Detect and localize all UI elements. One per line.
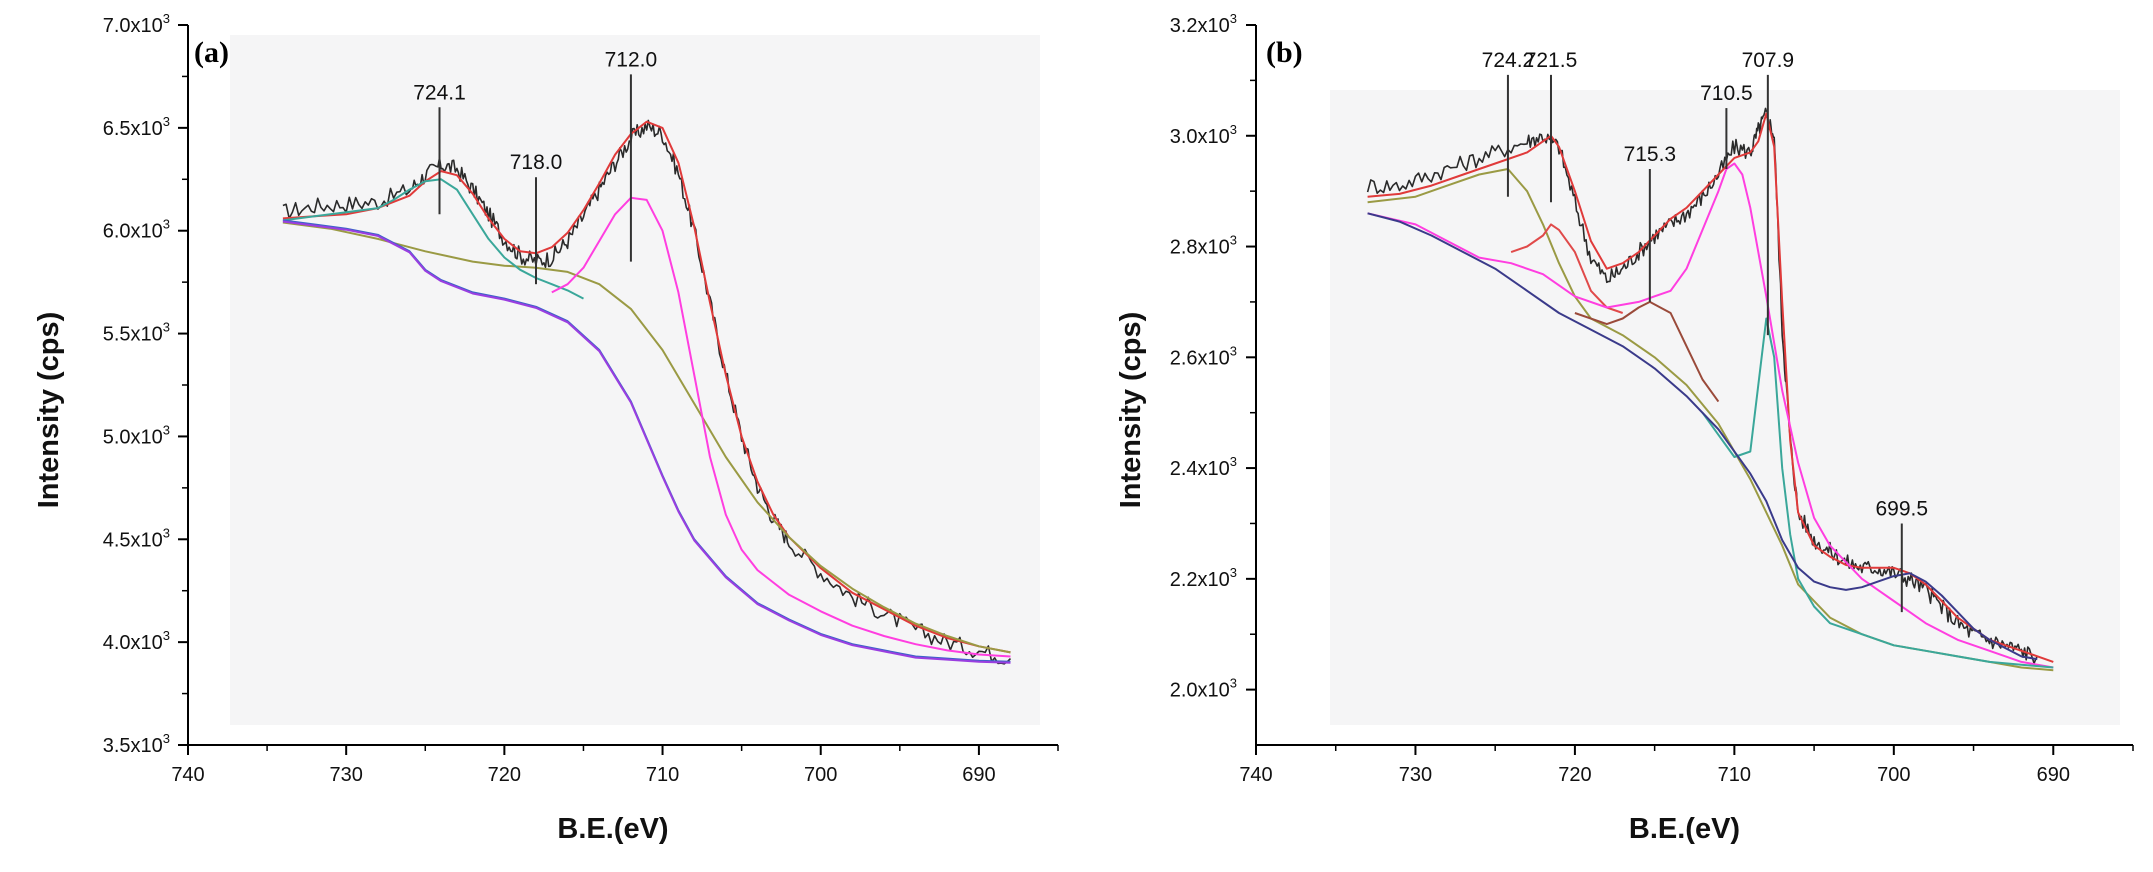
x-tick-label: 720 xyxy=(1558,764,1591,786)
y-tick-label: 4.0x103 xyxy=(103,628,170,654)
x-tick-label: 740 xyxy=(171,764,204,786)
x-tick-label: 720 xyxy=(488,764,521,786)
x-tick-label: 700 xyxy=(1877,764,1910,786)
y-tick-label: 5.5x103 xyxy=(103,320,170,346)
panel-label: (b) xyxy=(1266,36,1303,69)
y-tick-label: 5.0x103 xyxy=(103,422,170,448)
x-tick-label: 700 xyxy=(804,764,837,786)
x-tick-label: 740 xyxy=(1239,764,1272,786)
y-tick-label: 3.5x103 xyxy=(103,731,170,757)
peak-label: 718.0 xyxy=(510,151,563,174)
fit-component-line xyxy=(282,120,1011,654)
peak-label: 724.1 xyxy=(413,81,466,104)
chart-panel-1: 740 730 720 710 700 690 2.0x103 2.2x103 2.4x103 2… xyxy=(1115,11,2134,845)
peak-label: 699.5 xyxy=(1876,497,1929,520)
plot-background xyxy=(1330,90,2120,725)
x-tick-label: 710 xyxy=(646,764,679,786)
y-tick-label: 7.0x103 xyxy=(103,11,170,37)
raw-data-line xyxy=(282,119,1012,665)
y-tick-label: 2.4x103 xyxy=(1170,454,1237,480)
peak-label: 712.0 xyxy=(605,48,658,71)
fit-component-line xyxy=(1367,162,2054,669)
y-tick-label: 3.2x103 xyxy=(1170,11,1237,37)
fit-component-line xyxy=(551,196,1011,658)
peak-label: 715.3 xyxy=(1624,143,1677,166)
y-axis-title: Intensity (cps) xyxy=(33,312,65,509)
x-axis-title: B.E.(eV) xyxy=(1629,813,1740,845)
raw-data-line xyxy=(1366,107,2038,665)
x-tick-label: 710 xyxy=(1718,764,1751,786)
chart-panel-0: 740 730 720 710 700 690 3.5x103 4.0x103 4.5x103 5… xyxy=(33,11,1059,845)
fit-component-line xyxy=(282,221,1011,654)
peak-label: 721.5 xyxy=(1525,49,1578,72)
peak-label: 710.5 xyxy=(1700,82,1753,105)
fit-component-line xyxy=(282,178,584,300)
x-axis-title: B.E.(eV) xyxy=(557,813,668,845)
fit-component-line xyxy=(1510,223,1624,314)
y-tick-label: 2.0x103 xyxy=(1170,676,1237,702)
x-tick-label: 690 xyxy=(2037,764,2070,786)
y-tick-label: 4.5x103 xyxy=(103,525,170,551)
y-axis-title: Intensity (cps) xyxy=(1115,312,1147,509)
y-tick-label: 3.0x103 xyxy=(1170,122,1237,148)
x-tick-label: 730 xyxy=(1399,764,1432,786)
fit-component-line xyxy=(1701,317,2054,669)
y-tick-label: 6.0x103 xyxy=(103,217,170,243)
peak-label: 707.9 xyxy=(1742,49,1795,72)
y-tick-label: 2.2x103 xyxy=(1170,565,1237,591)
x-tick-label: 690 xyxy=(962,764,995,786)
plot-background xyxy=(230,35,1040,725)
x-tick-label: 730 xyxy=(329,764,362,786)
y-tick-label: 6.5x103 xyxy=(103,114,170,140)
peak-label: 724.2 xyxy=(1482,49,1535,72)
fit-component-line xyxy=(1367,212,2038,661)
fit-component-line xyxy=(282,220,1011,664)
y-tick-label: 2.8x103 xyxy=(1170,233,1237,259)
y-tick-label: 2.6x103 xyxy=(1170,343,1237,369)
panel-label: (a) xyxy=(194,36,229,69)
